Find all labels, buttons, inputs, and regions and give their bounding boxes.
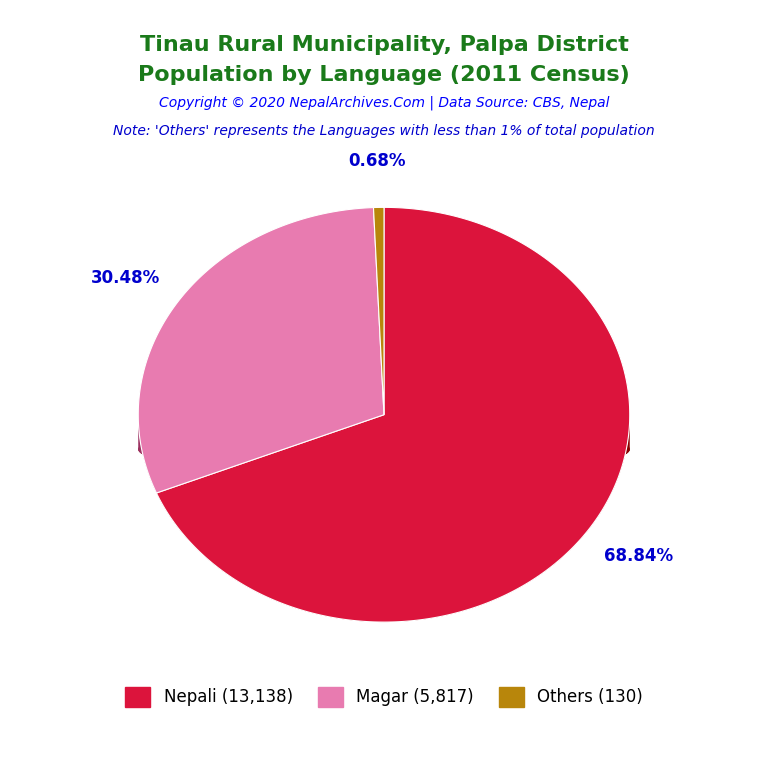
Polygon shape	[157, 422, 630, 476]
Polygon shape	[138, 414, 157, 493]
Polygon shape	[157, 413, 630, 622]
Text: 68.84%: 68.84%	[604, 547, 674, 565]
Text: Tinau Rural Municipality, Palpa District: Tinau Rural Municipality, Palpa District	[140, 35, 628, 55]
Polygon shape	[373, 422, 384, 449]
Polygon shape	[138, 422, 384, 459]
Polygon shape	[157, 207, 630, 622]
Polygon shape	[373, 207, 384, 415]
Legend: Nepali (13,138), Magar (5,817), Others (130): Nepali (13,138), Magar (5,817), Others (…	[118, 680, 650, 713]
Text: 0.68%: 0.68%	[349, 152, 406, 170]
Text: Copyright © 2020 NepalArchives.Com | Data Source: CBS, Nepal: Copyright © 2020 NepalArchives.Com | Dat…	[159, 96, 609, 111]
Text: Population by Language (2011 Census): Population by Language (2011 Census)	[138, 65, 630, 85]
Text: 30.48%: 30.48%	[91, 269, 160, 287]
Text: Note: 'Others' represents the Languages with less than 1% of total population: Note: 'Others' represents the Languages …	[113, 124, 655, 138]
Polygon shape	[138, 207, 384, 493]
Ellipse shape	[138, 422, 630, 476]
